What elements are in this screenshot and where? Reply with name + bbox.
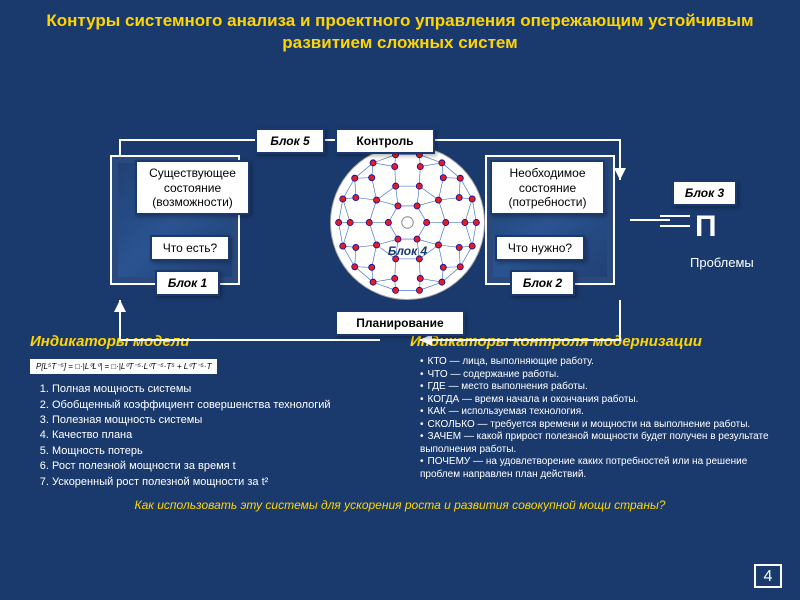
lower-columns: Индикаторы модели P[L⁵T⁻⁵] = □·|L⁰L⁰| = …: [0, 325, 800, 490]
model-list-item: Качество плана: [52, 428, 390, 443]
block5-label: Блок 5: [255, 128, 325, 154]
control-list-item: ГДЕ — место выполнения работы.: [420, 381, 770, 394]
what-is-label: Что есть?: [150, 235, 230, 261]
model-list-item: Мощность потерь: [52, 444, 390, 459]
model-indicators-col: Индикаторы модели P[L⁵T⁻⁵] = □·|L⁰L⁰| = …: [30, 333, 390, 490]
block3-label: Блок 3: [672, 180, 737, 206]
diagram-area: Блок 5 Контроль Существующее состояние (…: [0, 60, 800, 325]
model-list-item: Ускоренный рост полезной мощности за t²: [52, 475, 390, 490]
pi-symbol: П: [695, 210, 717, 244]
control-label: Контроль: [335, 128, 435, 154]
control-list-item: ЧТО — содержание работы.: [420, 369, 770, 382]
model-list-item: Полезная мощность системы: [52, 413, 390, 428]
page-title: Контуры системного анализа и проектного …: [0, 0, 800, 60]
block1-label: Блок 1: [155, 270, 220, 296]
control-list-item: ПОЧЕМУ — на удовлетворение каких потребн…: [420, 456, 770, 481]
problems-label: Проблемы: [690, 255, 754, 270]
existing-state-label: Существующее состояние (возможности): [135, 160, 250, 215]
control-list: КТО — лица, выполняющие работу.ЧТО — сод…: [410, 356, 770, 481]
what-need-label: Что нужно?: [495, 235, 585, 261]
control-indicators-col: Индикаторы контроля модернизации КТО — л…: [410, 333, 770, 490]
control-list-item: ЗАЧЕМ — какой прирост полезной мощности …: [420, 431, 770, 456]
page-number: 4: [754, 564, 782, 588]
block2-label: Блок 2: [510, 270, 575, 296]
control-list-item: КОГДА — время начала и окончания работы.: [420, 394, 770, 407]
required-state-label: Необходимое состояние (потребности): [490, 160, 605, 215]
model-list-item: Полная мощность системы: [52, 382, 390, 397]
block4-label: Блок 4: [375, 240, 440, 262]
model-list-item: Обобщенный коэффициент совершенства техн…: [52, 398, 390, 413]
model-list: Полная мощность системыОбобщенный коэффи…: [30, 382, 390, 490]
connector-line: [660, 225, 690, 227]
control-list-item: КТО — лица, выполняющие работу.: [420, 356, 770, 369]
control-list-item: СКОЛЬКО — требуется времени и мощности н…: [420, 419, 770, 432]
control-list-item: КАК — используемая технология.: [420, 406, 770, 419]
planning-label: Планирование: [335, 310, 465, 336]
formula: P[L⁵T⁻⁵] = □·|L⁰L⁰| = □·|L⁰T⁻⁵·L⁰T⁻⁵·T⁵ …: [30, 359, 217, 374]
footer-question: Как использовать эту системы для ускорен…: [0, 490, 800, 512]
network-circle: [330, 145, 485, 300]
model-list-item: Рост полезной мощности за время t: [52, 459, 390, 474]
connector-line: [660, 215, 690, 217]
